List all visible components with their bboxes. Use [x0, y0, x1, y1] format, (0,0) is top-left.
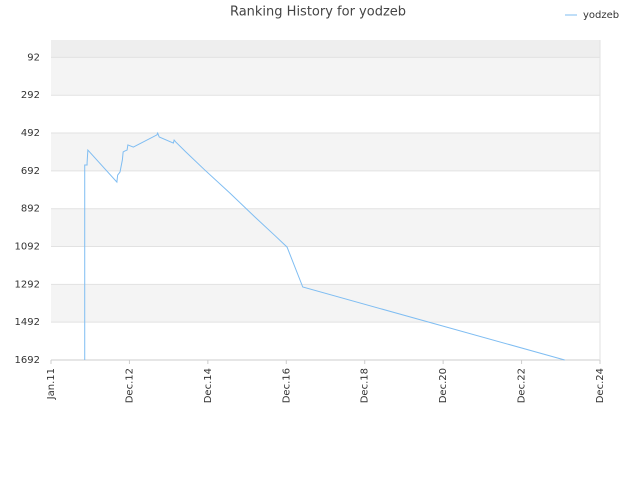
- x-tick-label: Dec.22: [517, 368, 528, 403]
- y-tick-label: 1092: [15, 242, 40, 253]
- legend-label: yodzeb: [583, 10, 619, 21]
- x-tick-label: Dec.14: [203, 368, 214, 403]
- x-tick-label: Dec.12: [124, 368, 135, 403]
- x-tick-label: Dec.20: [438, 368, 449, 403]
- y-tick-label: 292: [21, 90, 40, 101]
- band: [51, 284, 600, 323]
- band: [51, 246, 600, 285]
- x-tick-label: Dec.24: [595, 368, 606, 403]
- band: [51, 208, 600, 247]
- x-tick-label: Dec.16: [281, 368, 292, 403]
- band: [51, 322, 600, 360]
- y-tick-label: 892: [21, 204, 40, 215]
- y-tick-label: 1492: [15, 317, 40, 328]
- chart-title: Ranking History for yodzeb: [230, 5, 406, 20]
- y-tick-label: 492: [21, 128, 40, 139]
- y-tick-label: 1292: [15, 279, 40, 290]
- x-tick-label: Dec.18: [360, 368, 371, 403]
- band: [51, 133, 600, 171]
- x-tick-label: Jan.11: [46, 368, 57, 400]
- band: [51, 57, 600, 96]
- band: [51, 40, 600, 58]
- band: [51, 170, 600, 209]
- y-tick-label: 692: [21, 166, 40, 177]
- y-tick-label: 1692: [15, 355, 40, 366]
- band: [51, 95, 600, 134]
- line: [84, 131, 565, 361]
- y-tick-label: 92: [27, 52, 40, 63]
